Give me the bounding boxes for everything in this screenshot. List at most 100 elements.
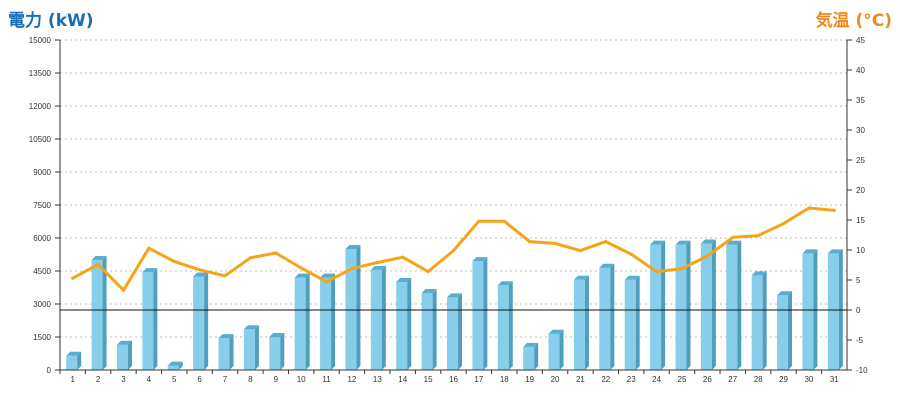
bar-side [584, 275, 589, 370]
bar-front [675, 244, 687, 370]
bar-side [508, 281, 513, 370]
bar-top [700, 239, 716, 244]
bar-front [167, 365, 179, 370]
temperature-point [375, 261, 379, 265]
y2-tick-label: -10 [856, 366, 868, 375]
bar [421, 289, 437, 370]
x-tick-label: 2 [96, 375, 101, 384]
bar-top [523, 342, 539, 347]
bar-front [548, 333, 560, 370]
bar-top [91, 256, 107, 260]
bar-top [447, 293, 462, 298]
temperature-point [299, 266, 303, 270]
bar-front [142, 272, 154, 370]
bar-top [624, 275, 640, 280]
bar-side [381, 265, 386, 370]
y2-tick-label: 35 [856, 96, 865, 105]
bar-top [167, 361, 183, 366]
bar-front [827, 253, 839, 370]
bar-side [77, 351, 82, 370]
bar-front [396, 282, 408, 370]
bar [91, 256, 107, 370]
temperature-point [756, 234, 760, 238]
bar-front [447, 297, 458, 370]
bar-top [573, 275, 589, 280]
x-tick-label: 22 [601, 375, 610, 384]
temperature-point [705, 254, 709, 258]
x-tick-label: 4 [147, 375, 152, 384]
bar [243, 325, 259, 370]
bar [345, 245, 361, 370]
bar-top [320, 273, 336, 278]
temperature-point [223, 274, 227, 278]
bar [548, 329, 564, 370]
bar-front [523, 346, 535, 370]
temperature-point [121, 288, 126, 292]
y-tick-label: 12000 [29, 102, 52, 111]
bar-top [599, 263, 615, 268]
temperature-point [502, 219, 506, 223]
x-tick-label: 20 [551, 375, 560, 384]
bar-top [294, 273, 310, 278]
x-tick-label: 10 [297, 375, 306, 384]
bar [269, 333, 285, 370]
bar-top [370, 265, 386, 270]
bar-side [686, 240, 691, 370]
y-tick-label: 6000 [33, 234, 51, 243]
bar-top [548, 329, 564, 334]
bar [320, 273, 336, 370]
x-tick-label: 14 [398, 375, 407, 384]
bar-side [483, 257, 488, 370]
bar [573, 275, 589, 370]
bar-front [66, 355, 78, 370]
left-axis-title: 電力 (kW) [8, 11, 94, 31]
temperature-point [604, 240, 608, 244]
bar [700, 239, 716, 370]
x-tick-label: 3 [121, 375, 126, 384]
bar [116, 340, 132, 370]
x-tick-label: 29 [779, 375, 788, 384]
bar [193, 272, 209, 370]
y-tick-label: 15000 [29, 36, 52, 45]
bar [777, 291, 793, 370]
right-axis-title: 気温 (°C) [815, 11, 892, 31]
bar-side [229, 334, 234, 370]
bar-top [193, 272, 209, 277]
y-tick-label: 0 [47, 366, 52, 375]
temperature-point [731, 235, 735, 239]
bar-side [458, 293, 462, 370]
temperature-point [172, 259, 176, 263]
x-tick-label: 25 [678, 375, 687, 384]
temperature-point [807, 206, 811, 210]
bar-top [827, 249, 843, 254]
temperature-point [781, 222, 786, 226]
bar-side [610, 263, 615, 370]
bar-front [624, 279, 636, 370]
y-tick-label: 9000 [33, 168, 51, 177]
x-tick-label: 21 [576, 375, 585, 384]
bar-front [726, 244, 738, 370]
bar-top [396, 278, 412, 282]
bar [650, 240, 666, 370]
bar-side [204, 272, 209, 370]
x-tick-label: 9 [274, 375, 279, 384]
bar [167, 361, 183, 370]
temperature-point [578, 249, 583, 253]
bar-front [243, 329, 255, 370]
bar-top [675, 240, 691, 245]
x-tick-label: 5 [172, 375, 177, 384]
bar [66, 351, 82, 370]
x-tick-label: 12 [347, 375, 356, 384]
y-tick-label: 4500 [33, 267, 51, 276]
bar-top [650, 240, 666, 245]
temperature-point [350, 267, 354, 271]
bar-top [777, 291, 793, 296]
bar-top [243, 325, 259, 330]
bar-front [370, 269, 382, 370]
temperature-point [96, 262, 100, 266]
bar-top [269, 333, 285, 337]
bar-side [407, 278, 412, 370]
bar-front [802, 253, 814, 370]
bar [523, 342, 539, 370]
y2-tick-label: 5 [856, 276, 861, 285]
